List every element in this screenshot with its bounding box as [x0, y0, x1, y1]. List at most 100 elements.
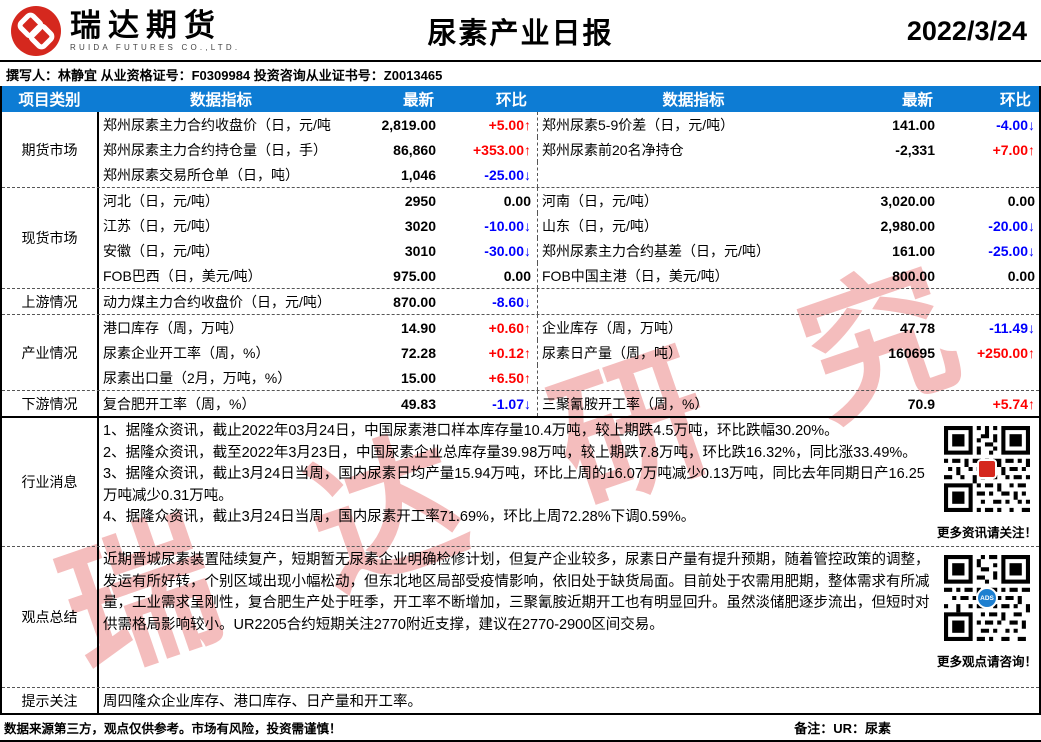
indicator-label: 郑州尿素前20名净持仓: [537, 137, 854, 162]
change-value: +0.60↑: [488, 319, 531, 336]
latest-value: 975.00: [393, 267, 436, 284]
table-row: 郑州尿素主力合约收盘价（日，元/吨 2,819.00 +5.00↑ 郑州尿素5-…: [99, 112, 1041, 137]
latest-value: 800.00: [892, 267, 935, 284]
news-item: 1、据隆众资讯，截止2022年03月24日，中国尿素港口样本库存量10.4万吨，…: [103, 423, 839, 439]
section-futures: 期货市场 郑州尿素主力合约收盘价（日，元/吨 2,819.00 +5.00↑ 郑…: [2, 112, 1039, 187]
indicator-label: 江苏（日，元/吨）: [103, 217, 219, 234]
indicator-label: 三聚氰胺开工率（周，%）: [537, 391, 854, 416]
report-footer: 数据来源第三方，观点仅供参考。市场有风险，投资需谨慎！ 备注：UR：尿素: [0, 715, 1041, 742]
latest-value: 3,020.00: [880, 192, 936, 209]
summary-qr-code: ADS: [944, 555, 1030, 641]
change-value: +250.00↑: [977, 344, 1035, 361]
change-value: -11.49↓: [989, 319, 1035, 336]
section-news: 行业消息 1、据隆众资讯，截止2022年03月24日，中国尿素港口样本库存量10…: [2, 416, 1039, 546]
indicator-label: FOB中国主港（日，美元/吨）: [537, 263, 854, 288]
col-latest2: 最新: [901, 92, 933, 109]
qr-ads-badge: ADS: [976, 587, 998, 609]
news-item: 2、据隆众资讯，截至2022年3月23日，中国尿素企业总库存量39.98万吨，较…: [103, 444, 917, 461]
brand-name: 瑞达期货: [70, 8, 222, 43]
change-value: -30.00↓: [484, 242, 531, 259]
section-summary: 观点总结 近期晋城尿素装置陆续复产，短期暂无尿素企业明确检修计划，但复产企业较多…: [2, 546, 1039, 687]
indicator-label: 郑州尿素主力合约基差（日，元/吨）: [537, 238, 854, 263]
category-label: 观点总结: [2, 547, 99, 687]
section-alert: 提示关注 周四隆众企业库存、港口库存、日产量和开工率。: [2, 687, 1039, 713]
change-value: 0.00: [503, 267, 531, 284]
report-header: 瑞达期货 RUIDA FUTURES CO.,LTD. 尿素产业日报 2022/…: [0, 0, 1041, 60]
qr-brand-badge: [977, 459, 997, 479]
indicator-label: 郑州尿素5-9价差（日，元/吨）: [537, 112, 854, 137]
latest-value: 870.00: [393, 293, 436, 310]
page-title: 尿素产业日报: [427, 18, 614, 50]
latest-value: 2950: [404, 192, 436, 209]
section-industry: 产业情况 港口库存（周，万吨） 14.90 +0.60↑ 企业库存（周，万吨） …: [2, 314, 1039, 390]
change-value: -1.07↓: [492, 395, 531, 412]
change-value: -25.00↓: [988, 242, 1035, 259]
category-label: 提示关注: [2, 688, 99, 713]
indicator-label: 安徽（日，元/吨）: [103, 242, 219, 259]
latest-value: 49.83: [400, 395, 436, 412]
change-value: +5.74↑: [992, 395, 1035, 412]
change-value: -25.00↓: [484, 166, 531, 183]
category-label: 产业情况: [2, 315, 99, 390]
indicator-label: 尿素日产量（周，吨）: [537, 340, 854, 365]
table-row: 郑州尿素交易所仓单（日，吨） 1,046 -25.00↓: [99, 162, 1041, 187]
latest-value: 14.90: [400, 319, 436, 336]
latest-value: 47.78: [899, 319, 935, 336]
change-value: -20.00↓: [988, 217, 1035, 234]
table-row: 河北（日，元/吨） 2950 0.00 河南（日，元/吨） 3,020.00 0…: [99, 188, 1041, 213]
table-row: 江苏（日，元/吨） 3020 -10.00↓ 山东（日，元/吨） 2,980.0…: [99, 213, 1041, 238]
latest-value: 86,860: [393, 141, 436, 158]
col-indicator2: 数据指标: [662, 92, 725, 109]
brand-logo-icon: [11, 6, 61, 56]
latest-value: 2,819.00: [381, 116, 437, 133]
col-change2: 环比: [999, 92, 1031, 109]
disclaimer-text: 数据来源第三方，观点仅供参考。市场有风险，投资需谨慎！: [4, 722, 342, 736]
category-label: 上游情况: [2, 289, 99, 314]
indicator-label: 郑州尿素主力合约持仓量（日，手）: [103, 141, 327, 158]
change-value: +353.00↑: [473, 141, 531, 158]
indicator-label: 企业库存（周，万吨）: [537, 315, 854, 340]
author-line: 撰写人：林静宜 从业资格证号：F0309984 投资咨询从业证书号：Z00134…: [0, 60, 1041, 86]
indicator-label: 郑州尿素交易所仓单（日，吨）: [103, 166, 299, 183]
latest-value: 160695: [888, 344, 935, 361]
news-item: 4、据隆众资讯，截止3月24日当周，国内尿素开工率71.69%，环比上周72.2…: [103, 509, 696, 525]
change-value: +7.00↑: [992, 141, 1035, 158]
category-label: 行业消息: [2, 418, 99, 546]
indicator-label: 复合肥开工率（周，%）: [103, 395, 256, 412]
indicator-label: [537, 162, 854, 187]
latest-value: 15.00: [400, 369, 436, 386]
latest-value: 72.28: [400, 344, 436, 361]
qr-code-icon: [944, 426, 1030, 512]
col-latest: 最新: [402, 92, 434, 109]
latest-value: 70.9: [907, 395, 935, 412]
category-label: 现货市场: [2, 188, 99, 288]
table-row: 动力煤主力合约收盘价（日，元/吨） 870.00 -8.60↓: [99, 289, 1041, 314]
news-text: 1、据隆众资讯，截止2022年03月24日，中国尿素港口样本库存量10.4万吨，…: [99, 418, 935, 546]
qr-caption: 更多资讯请关注！: [936, 526, 1037, 540]
category-label: 期货市场: [2, 112, 99, 187]
report-date: 2022/3/24: [906, 15, 1027, 46]
category-label: 下游情况: [2, 391, 99, 416]
news-qr-code: [944, 426, 1030, 512]
change-value: +0.12↑: [488, 344, 531, 361]
latest-value: 2,980.00: [880, 217, 936, 234]
qr-code-icon: [944, 555, 1030, 641]
change-value: -4.00↓: [996, 116, 1035, 133]
brand-name-en: RUIDA FUTURES CO.,LTD.: [70, 43, 241, 52]
indicator-label: 河南（日，元/吨）: [537, 188, 854, 213]
alert-text: 周四隆众企业库存、港口库存、日产量和开工率。: [103, 694, 422, 710]
table-header-row: 项目类别 数据指标 最新 环比 数据指标 最新 环比: [2, 86, 1039, 112]
col-change: 环比: [495, 92, 527, 109]
change-value: 0.00: [503, 192, 531, 209]
change-value: +6.50↑: [488, 369, 531, 386]
indicator-label: FOB巴西（日，美元/吨）: [103, 267, 262, 284]
section-downstream: 下游情况 复合肥开工率（周，%） 49.83 -1.07↓ 三聚氰胺开工率（周，…: [2, 390, 1039, 416]
change-value: -8.60↓: [492, 293, 531, 310]
data-table: 项目类别 数据指标 最新 环比 数据指标 最新 环比 期货市场 郑州尿素主力合约…: [0, 86, 1041, 715]
change-value: 0.00: [1007, 267, 1035, 284]
table-row: 郑州尿素主力合约持仓量（日，手） 86,860 +353.00↑ 郑州尿素前20…: [99, 137, 1041, 162]
indicator-label: [537, 365, 854, 390]
table-row: 尿素企业开工率（周，%） 72.28 +0.12↑ 尿素日产量（周，吨） 160…: [99, 340, 1041, 365]
latest-value: -2,331: [895, 141, 935, 158]
col-category: 项目类别: [18, 92, 81, 109]
